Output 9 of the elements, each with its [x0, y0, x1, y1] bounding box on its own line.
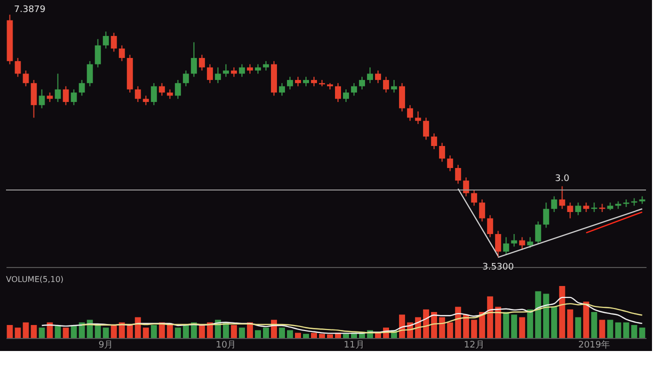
x-tick-label: 10月 — [216, 340, 236, 350]
x-tick-label: 11月 — [344, 340, 364, 350]
chart-title: VOLUME(5,10) — [6, 275, 64, 284]
x-tick-label: 2019年 — [578, 340, 610, 350]
x-tick-label: 12月 — [464, 340, 484, 350]
annotation: 7.3879 — [14, 5, 46, 15]
annotation: 3.5300 — [482, 262, 514, 272]
annotation: 3.0 — [554, 174, 570, 184]
x-tick-label: 9月 — [98, 340, 114, 350]
